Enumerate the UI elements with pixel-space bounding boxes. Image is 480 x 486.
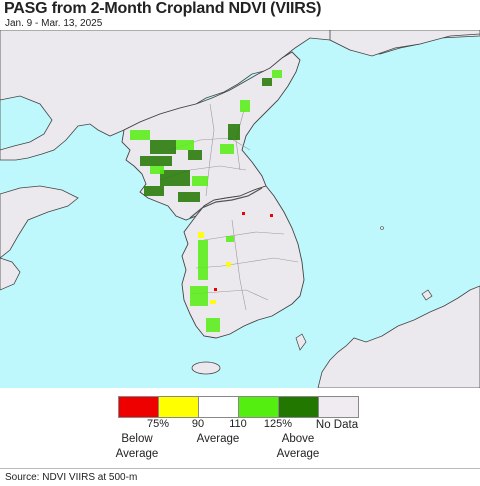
legend-tick-90: 90 bbox=[192, 418, 204, 430]
map-title: PASG from 2-Month Cropland NDVI (VIIRS) bbox=[4, 0, 321, 18]
source-text: Source: NDVI VIIRS at 500-m bbox=[5, 472, 137, 483]
legend-swatch-above bbox=[279, 397, 319, 417]
map-svg bbox=[0, 30, 480, 388]
legend-swatch-90-110 bbox=[199, 397, 239, 417]
legend-tick-125: 125% bbox=[264, 418, 292, 430]
legend-cat-above-text: Above Average bbox=[277, 433, 320, 460]
jeju-island bbox=[192, 362, 220, 374]
legend-bar bbox=[118, 396, 359, 418]
source-footer: Source: NDVI VIIRS at 500-m bbox=[0, 468, 480, 486]
legend-swatch-75-90 bbox=[159, 397, 199, 417]
legend-swatch-nodata bbox=[319, 397, 358, 417]
legend-tick-110: 110 bbox=[229, 418, 247, 430]
legend-cat-nodata: No Data bbox=[316, 418, 358, 433]
legend-cat-above: Above Average bbox=[277, 432, 320, 462]
legend-cat-below-text: Below Average bbox=[116, 433, 159, 460]
legend-tick-75: 75% bbox=[147, 418, 169, 430]
ulleung-island bbox=[381, 227, 384, 230]
legend-cat-below: Below Average bbox=[116, 432, 159, 462]
legend-cat-average: Average bbox=[197, 432, 240, 447]
date-range: Jan. 9 - Mar. 13, 2025 bbox=[5, 18, 102, 29]
legend-swatch-110-125 bbox=[239, 397, 279, 417]
map-area bbox=[0, 30, 480, 388]
legend-swatch-below bbox=[119, 397, 159, 417]
